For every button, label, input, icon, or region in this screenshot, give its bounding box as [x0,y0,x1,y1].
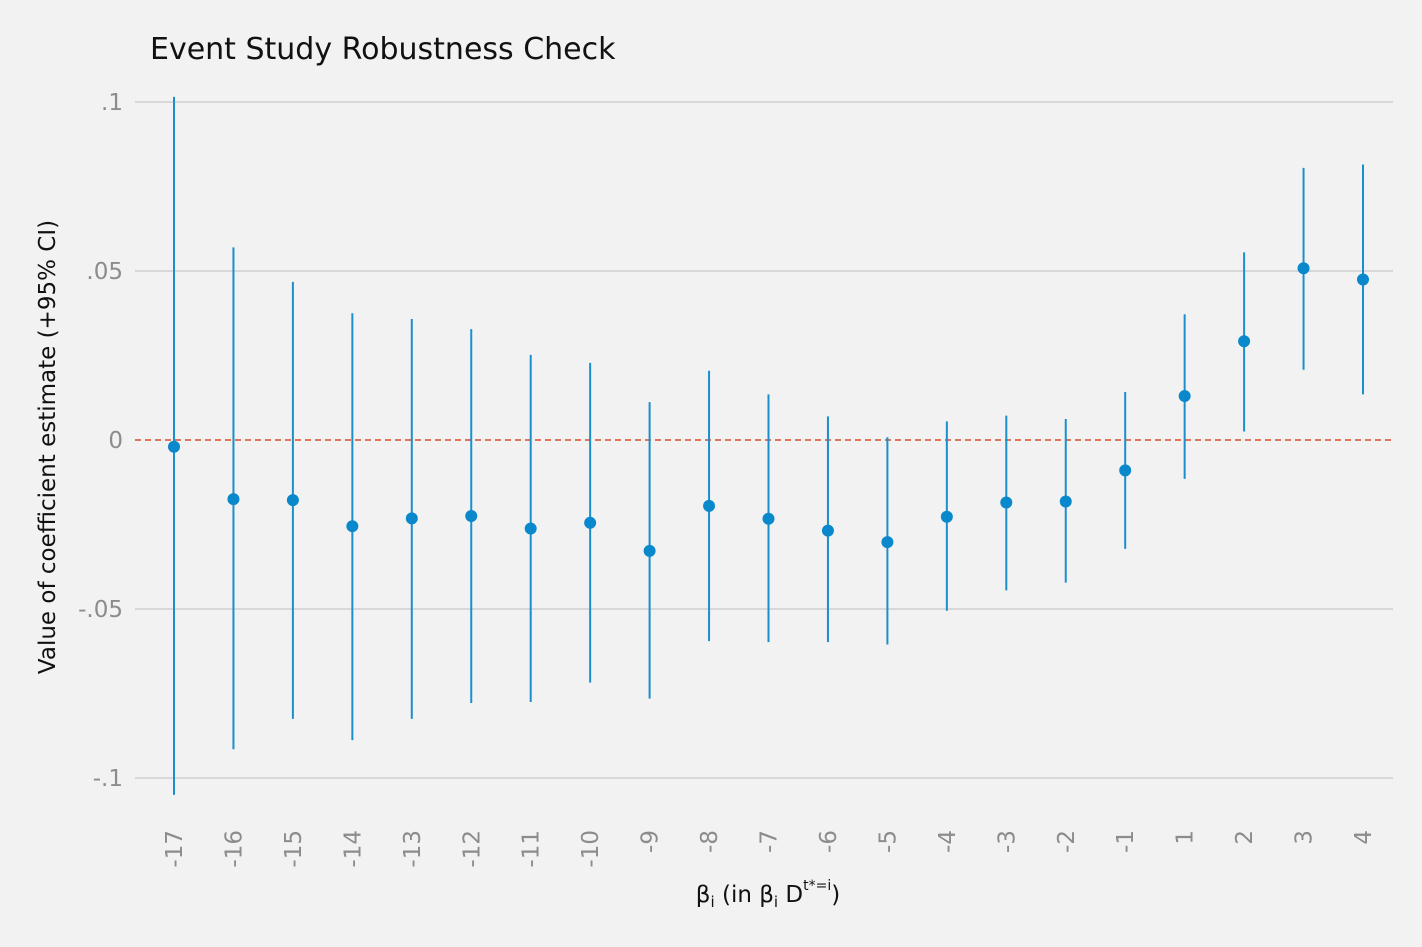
x-label-sup: t*=i [803,878,831,894]
estimate-point [703,499,716,512]
estimate-point [405,512,418,525]
estimate-point [940,510,953,523]
estimate-point [465,510,478,523]
estimate-point [881,536,894,549]
x-tick-label: -12 [459,830,485,868]
y-tick-label: .1 [101,90,123,116]
x-label-sub2: i [774,893,778,911]
y-axis-ticks: .1 .05 0 -.05 -.1 [78,90,123,792]
x-tick-label: -3 [994,830,1020,853]
estimate-point [1238,335,1251,348]
x-tick-label: -8 [697,830,723,853]
x-tick-label: 3 [1292,830,1318,845]
x-tick-label: -2 [1054,830,1080,853]
estimate-point [1119,464,1132,477]
x-tick-label: -15 [281,830,307,868]
x-tick-label: -5 [875,830,901,853]
grid-lines [135,101,1393,779]
estimate-point [286,494,299,507]
estimate-point [762,512,775,525]
x-tick-label: -16 [221,830,247,868]
y-tick-label: -.1 [93,766,123,792]
x-label-sub: i [710,893,714,911]
estimate-point [1297,262,1310,275]
estimate-point [524,522,537,535]
y-tick-label: 0 [108,428,123,454]
estimate-point [821,524,834,537]
x-tick-label: 2 [1232,830,1258,845]
y-tick-label: .05 [86,259,123,285]
y-axis-label: Value of coefficient estimate (+95% CI) [35,220,61,674]
x-tick-label: -13 [400,830,426,868]
estimate-point [1357,273,1369,286]
x-label-mid: (in β [715,882,774,908]
chart-title: Event Study Robustness Check [150,32,616,67]
x-label-after: D [778,882,803,908]
estimate-point [1178,390,1191,403]
estimate-point [227,493,240,506]
x-tick-label: 4 [1351,830,1377,845]
x-axis-ticks: -17 -16 -15 -14 -13 -12 -11 -10 -9 -8 -7 -6 -5 -4 -3 -2… [162,830,1377,868]
estimate-point [1059,495,1072,508]
x-tick-label: -17 [162,830,188,868]
estimate-point [643,544,656,557]
x-tick-label: -1 [1113,830,1139,853]
confidence-intervals [173,96,1364,795]
x-axis-label: βi (in βi Dt*=i) [696,878,840,911]
x-tick-label: -14 [340,830,366,868]
x-tick-label: 1 [1173,830,1199,845]
x-tick-label: -9 [638,830,664,853]
x-tick-label: -11 [519,830,545,868]
estimate-point [584,516,597,529]
y-tick-label: -.05 [78,597,123,623]
estimate-point [1000,496,1013,509]
x-tick-label: -6 [816,830,842,853]
estimate-point [346,520,359,533]
coefficient-points [168,262,1369,557]
x-tick-label: -7 [757,830,783,853]
x-tick-label: -4 [935,830,961,853]
x-label-close: ) [831,882,840,908]
x-tick-label: -10 [578,830,604,868]
estimate-point [168,440,180,453]
x-label-beta: β [696,882,711,908]
